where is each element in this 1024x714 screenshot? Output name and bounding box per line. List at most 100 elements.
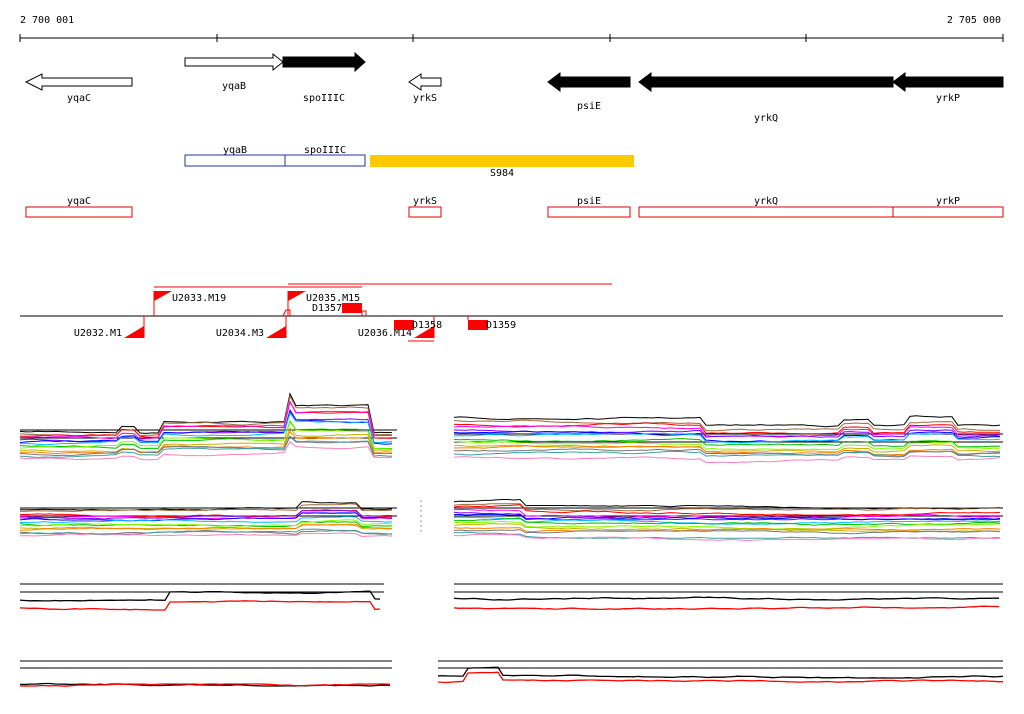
expression-panel-3 [19,583,1003,611]
feature-track: S984 [370,155,634,179]
expression-panel-4 [19,660,1004,687]
expression-trace [454,518,1001,526]
gene-label-yrks: yrkS [413,93,437,104]
transcript-label-u2032-m1: U2032.M1 [74,328,122,339]
transcript-start-marker [154,291,172,301]
transcript-label-u2033-m19: U2033.M19 [172,293,226,304]
expression-trace [453,415,1001,428]
expression-trace [19,683,391,687]
gene-label-yqac: yqaC [67,93,91,104]
expression-trace [20,516,393,524]
gene-label-yqab: yqaB [222,81,246,92]
expression-trace [19,510,393,520]
gene-arrow-yrks [408,73,442,91]
expression-trace [453,516,1001,525]
expression-panel-1 [19,392,1003,463]
expression-trace [19,412,393,446]
expression-trace [19,400,393,439]
coordinate-ruler: 2 700 001 2 705 000 [19,15,1004,42]
operon-box-spoiiic [284,154,366,167]
gene-arrow-yqac [24,73,133,91]
gene-arrow-track: yqaC yqaB spoIIIC yrkS psiE yrkQ yrkP [24,51,1004,124]
red-gene-box-psie [547,206,631,218]
transcript-end-marker [414,326,434,338]
expression-panel-2 [19,498,1003,542]
expression-trace [453,605,1000,611]
red-gene-box-yrks [408,206,442,218]
ruler-end-label: 2 705 000 [947,15,1001,26]
expression-trace [19,532,393,538]
expression-trace [19,421,393,450]
expression-trace [453,450,1001,458]
gene-label-yrkq: yrkQ [754,113,778,124]
expression-trace [437,671,1003,684]
expression-trace [453,504,1001,516]
ruler-ticks [19,34,1004,42]
transcript-label-u2034-m3: U2034.M3 [216,328,264,339]
red-gene-label-yrkp: yrkP [936,196,960,207]
red-gene-label-yqac: yqaC [67,196,91,207]
expression-trace [19,528,393,536]
expression-trace [19,400,392,440]
expression-trace [453,441,1001,450]
red-gene-box-yrkp [892,206,1004,218]
red-gene-label-yrks: yrkS [413,196,437,207]
red-gene-box-yrkq [638,206,894,218]
expression-trace [438,666,1004,679]
expression-trace [453,455,1001,463]
expression-trace [19,435,392,459]
peak-block-d1359 [468,320,488,330]
expression-trace [19,600,381,611]
expression-trace [453,596,1000,601]
peak-label-d1359: D1359 [486,320,516,331]
peak-block-d1358 [394,320,414,330]
gene-arrow-yqab [184,52,284,72]
transcript-label-u2035-m15: U2035.M15 [306,293,360,304]
operon-label-yqab: yqaB [223,145,247,156]
expression-trace [453,529,1001,535]
peak-label-d1357: D1357 [312,303,342,314]
expression-trace [19,435,393,457]
peak-label-d1358: D1358 [412,320,442,331]
gene-arrow-yrkp [892,72,1004,92]
transcript-start-marker [288,291,306,301]
expression-trace [19,441,393,461]
expression-trace [19,427,393,454]
operon-track: yqaB spoIIIC [184,145,366,167]
expression-trace [453,419,1001,432]
peak-bump [361,310,367,316]
transcript-track: U2033.M19 U2035.M15 U2032.M1 U2034.M3 U2036.… [20,283,1003,342]
expression-trace [453,445,1001,456]
red-gene-label-yrkq: yrkQ [754,196,778,207]
transcript-end-marker [124,326,144,338]
expression-trace [19,410,393,445]
expression-trace [453,444,1001,453]
expression-trace [19,503,393,512]
peak-block-d1357 [342,303,362,313]
expression-trace [453,533,1001,542]
expression-trace [453,508,1001,518]
gene-arrow-psie [547,72,631,92]
expression-trace [19,392,393,434]
operon-box-yqab [184,154,286,167]
gene-label-yrkp: yrkP [936,93,960,104]
expression-trace [19,590,381,602]
expression-trace [453,503,1000,512]
expression-trace [453,527,1001,533]
expression-trace [20,501,393,511]
gene-label-spoiiic: spoIIIC [303,93,345,104]
feature-bar-s984 [370,155,634,167]
transcript-end-marker [266,326,286,338]
expression-trace [453,448,1001,458]
operon-label-spoiiic: spoIIIC [304,145,346,156]
feature-label-s984: S984 [490,168,514,179]
expression-trace [453,520,1000,530]
gene-arrow-spoiiic [282,51,366,73]
gene-arrow-yrkq [638,72,894,92]
ruler-start-label: 2 700 001 [20,15,74,26]
gene-label-psie: psiE [577,101,601,112]
expression-trace [19,523,393,531]
red-gene-label-psie: psiE [577,196,601,207]
expression-trace [453,513,1001,521]
